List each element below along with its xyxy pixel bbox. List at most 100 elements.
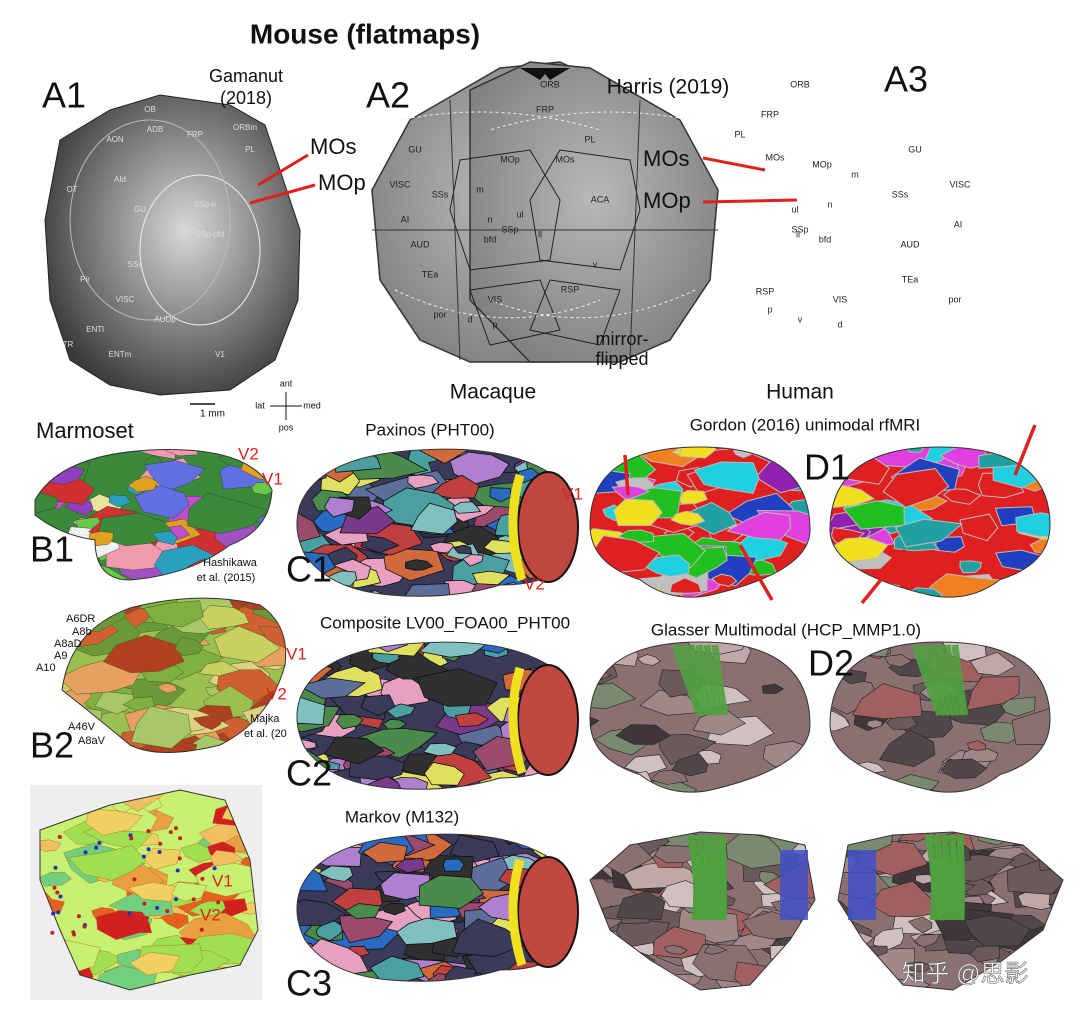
region-label: AI [401,214,410,224]
source: Gamanut [209,66,283,86]
atlas-title: Glasser Multimodal (HCP_MMP1.0) [651,620,921,639]
compass: med [303,400,321,410]
atlas-title: Composite LV00_FOA00_PHT00 [320,613,570,632]
parcel [360,694,396,717]
panel-label: B1 [30,529,74,570]
motor-strip [943,644,964,716]
region-label: AId [114,175,126,184]
marker [55,890,60,895]
parcel [759,970,800,990]
region-label: v [798,314,803,324]
region-label: v [593,259,598,269]
region-label: SSs [432,189,449,199]
parcel [422,742,458,757]
occipital-pole [517,664,579,776]
callout: MOp [643,188,691,213]
parcel [423,761,465,786]
parcel [769,944,810,964]
parcel [573,550,577,561]
parcel [744,982,778,990]
marker [94,845,99,850]
parcel [879,729,936,767]
region-label: SSs [892,189,909,199]
parcel [746,978,814,990]
parcellation [590,447,810,614]
citation: et al. (20 [244,728,287,740]
region-label: ORBm [233,123,257,132]
marker [155,905,160,910]
marker [174,897,179,902]
parcel [458,834,494,838]
parcel [969,652,1016,677]
outline [589,641,811,793]
callout: V1 [562,484,583,503]
parcel [567,834,577,855]
region-label: ADB [147,125,163,134]
region-label: TR [63,340,74,349]
region-label: VIS [488,294,503,304]
area-outline [69,119,231,321]
parcel [407,474,440,489]
area-label: A10 [36,662,56,674]
parcel [866,719,884,729]
source: Harris (2019) [607,76,730,99]
callout: V2 [266,684,287,703]
parcel [35,491,59,513]
parcel [615,724,671,745]
parcel [830,580,872,598]
parcel [174,636,204,656]
parcel [852,683,923,720]
parcel [152,530,178,546]
parcel [143,600,204,628]
parcel [792,927,815,948]
parcel [62,598,91,612]
parcel [360,535,400,554]
v2-band [508,473,527,582]
parcel [307,642,326,653]
pointer [257,153,309,187]
parcel [299,845,363,867]
occipital-pole [517,471,579,583]
parcel [780,979,815,990]
panel-label: A1 [42,75,86,116]
region-label: n [827,199,832,209]
region-label: ul [791,204,798,214]
area-label: A8aV [78,735,106,747]
parcel [1006,592,1050,598]
region-label: ENTm [109,350,132,359]
motor-strip [956,834,965,921]
parcel [697,603,718,614]
visual-cortex [848,850,876,920]
outline [61,597,287,753]
marker [212,866,217,871]
motor-strip [702,834,714,921]
motor-strip [911,643,944,717]
atlas-title: Gordon (2016) unimodal rfMRI [690,415,921,434]
parcel [454,712,490,728]
region-label: MOs [766,152,785,162]
figure-title: Mouse (flatmaps) [250,18,480,49]
motor-strip [710,834,721,921]
region-label: SSp [791,224,808,234]
occipital-pole [517,856,579,968]
parcel [160,912,189,930]
panel-label: A2 [366,75,410,116]
parcel [763,800,806,822]
region-label: ul [516,209,523,219]
parcel [590,643,639,667]
parcel [296,507,322,544]
region-label: SSs [128,260,143,269]
parcel [838,918,873,962]
region-label: p [492,319,497,329]
region-label: FRP [187,130,203,139]
parcel [830,750,844,763]
parcel [637,654,661,666]
parcel [1045,832,1063,842]
callout: MOs [643,146,689,171]
region-label: SSp-n [194,200,216,209]
parcel [830,536,889,563]
parcel [40,871,72,887]
region-label: AUDp [154,315,176,324]
parcel [830,576,869,598]
area-outline [139,174,261,326]
